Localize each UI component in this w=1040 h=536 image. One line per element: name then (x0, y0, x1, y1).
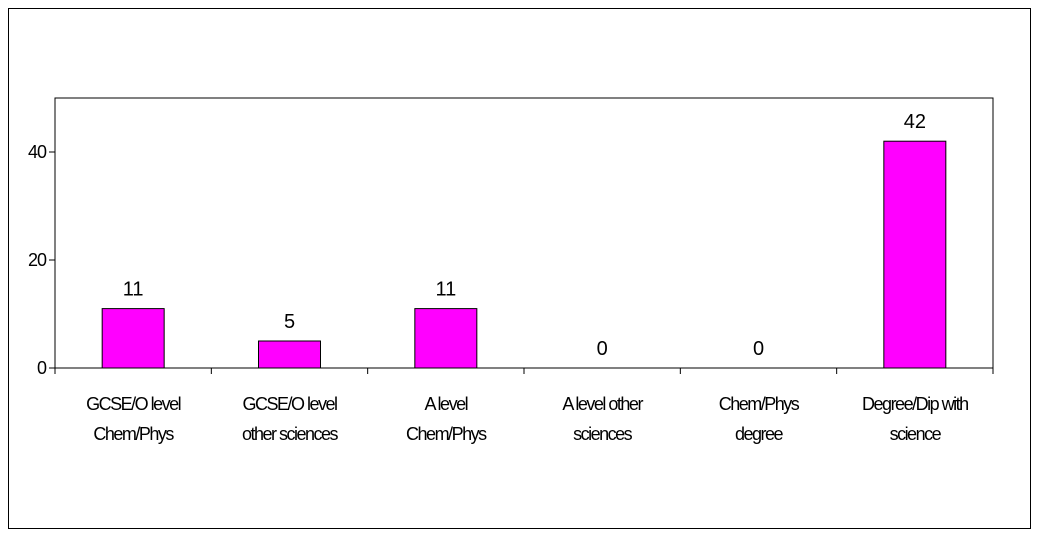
category-label-line: Chem/Phys (93, 424, 174, 444)
category-label-line: GCSE/O level (242, 394, 337, 414)
x-axis: GCSE/O level Chem/Phys GCSE/O level other s… (54, 368, 994, 444)
category-label: A level other sciences (562, 394, 643, 444)
bar (414, 308, 478, 369)
bar (883, 140, 947, 369)
chart-frame (8, 8, 1031, 529)
category-label: GCSE/O level other sciences (242, 394, 339, 444)
category-label-line: Degree/Dip with (862, 394, 968, 414)
data-labels: 11 5 11 0 0 42 (123, 111, 926, 360)
y-tick-label: 40 (28, 142, 47, 162)
data-label: 5 (284, 311, 295, 333)
category-label-line: Chem/Phys (719, 394, 800, 414)
y-tick-label: 0 (37, 358, 47, 378)
bar (101, 308, 165, 369)
data-label: 42 (904, 111, 926, 133)
bar (258, 340, 321, 369)
category-label-line: A level (425, 394, 468, 414)
category-label: GCSE/O level Chem/Phys (86, 394, 181, 444)
category-label: A level Chem/Phys (406, 394, 487, 444)
data-label: 11 (123, 279, 144, 301)
category-label: Chem/Phys degree (719, 394, 800, 444)
data-label: 11 (435, 279, 456, 301)
category-label: Degree/Dip with science (862, 394, 968, 444)
data-label: 0 (753, 338, 764, 360)
category-label-line: Chem/Phys (406, 424, 487, 444)
plot-area (54, 97, 994, 369)
y-axis: 0 20 40 (28, 142, 55, 378)
plot-border (54, 97, 994, 369)
category-label-line: science (890, 424, 942, 444)
bars (101, 140, 947, 369)
data-label: 0 (597, 338, 608, 360)
y-tick-label: 20 (28, 250, 47, 270)
category-label-line: degree (735, 424, 784, 444)
category-label-line: GCSE/O level (86, 394, 181, 414)
category-label-line: sciences (573, 424, 633, 444)
category-label-line: other sciences (242, 424, 339, 444)
category-label-line: A level other (562, 394, 643, 414)
